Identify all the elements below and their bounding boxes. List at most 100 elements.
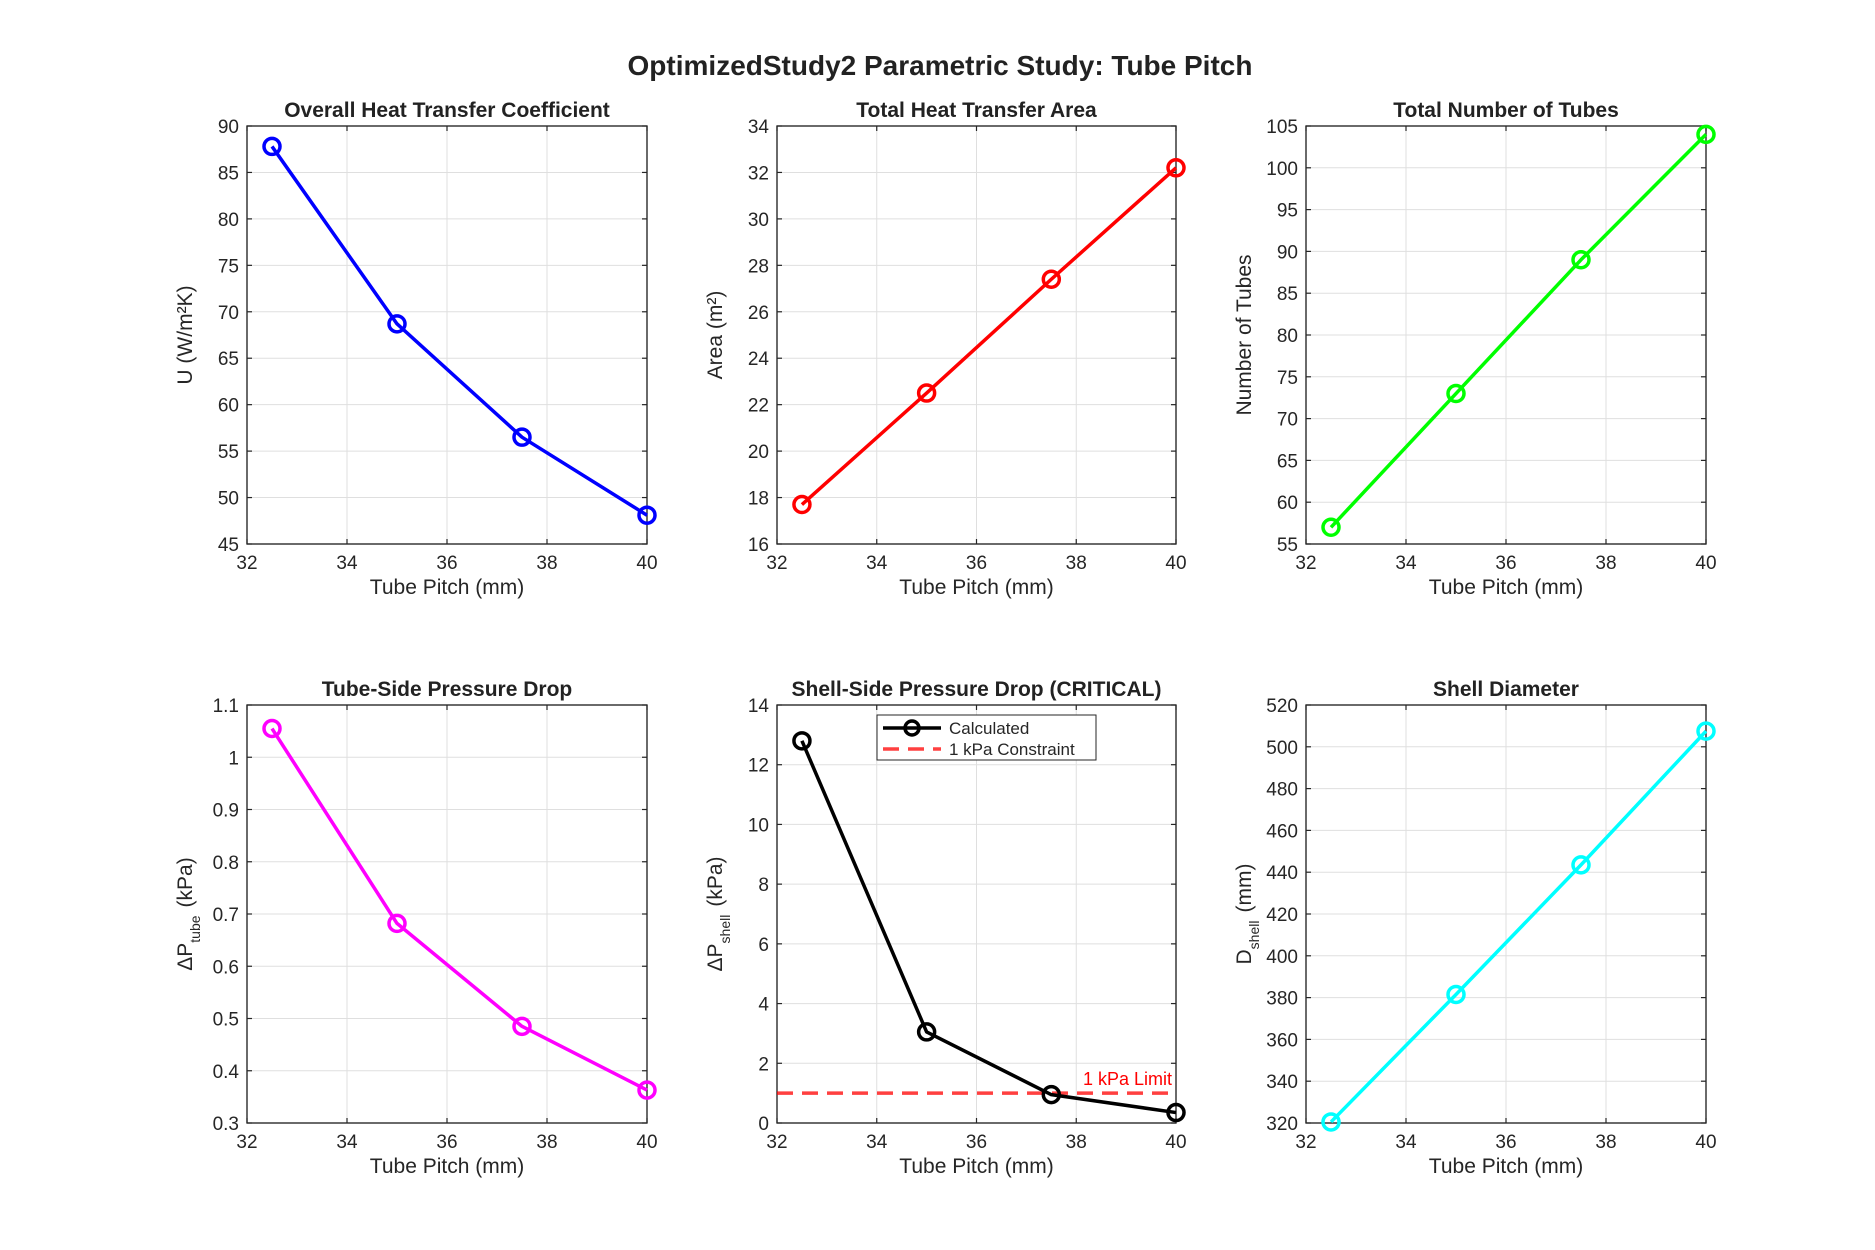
y-axis-label: Number of Tubes: [1233, 254, 1256, 415]
chart-title: Total Number of Tubes: [1393, 99, 1619, 122]
x-tick-label: 36: [1495, 553, 1516, 574]
y-tick-label: 460: [1266, 821, 1298, 842]
series-line: [800, 740, 1177, 1115]
y-axis-label-subscript: tube: [187, 915, 203, 942]
chart-u: 32 34 36 38 40 45 50 55 60 65 70 75 80 85 90 Overall He…: [174, 99, 658, 599]
x-axis-label: Tube Pitch (mm): [1429, 576, 1583, 599]
x-tick-label: 38: [1066, 1132, 1087, 1153]
x-tick-label: 40: [636, 1132, 657, 1153]
y-tick-label: 26: [748, 303, 769, 324]
chart-area: 32 34 36 38 40 16 18 20 22 24 26 28 30 32 34 Total Heat…: [704, 99, 1187, 599]
y-tick-label: 22: [748, 396, 769, 417]
data-point: [1166, 1102, 1186, 1123]
data-point: [792, 731, 812, 751]
y-tick-label: 70: [1277, 410, 1298, 431]
y-tick-label: 60: [1277, 493, 1298, 514]
legend-label-constraint: 1 kPa Constraint: [949, 740, 1075, 759]
chart-title: Total Heat Transfer Area: [856, 99, 1097, 122]
x-tick-label: 32: [1295, 553, 1316, 574]
data-point: [387, 314, 407, 334]
y-tick-label: 28: [748, 256, 769, 277]
y-tick-label: 420: [1266, 905, 1298, 926]
data-point: [1321, 517, 1341, 538]
x-tick-label: 40: [1695, 553, 1716, 574]
y-tick-label: 6: [758, 935, 769, 956]
y-tick-label: 1: [228, 748, 239, 769]
y-axis-label: ΔPtube (kPa): [174, 857, 203, 970]
x-tick-label: 32: [766, 553, 787, 574]
legend-label-calculated: Calculated: [949, 719, 1029, 738]
y-tick-label: 65: [218, 349, 239, 370]
data-point: [916, 383, 937, 403]
data-point: [1446, 383, 1466, 404]
y-tick-label: 500: [1266, 738, 1298, 759]
y-axis-label-unit: (kPa): [704, 856, 727, 906]
x-tick-label: 36: [966, 1132, 987, 1153]
x-tick-label: 34: [336, 553, 358, 574]
x-tick-label: 34: [866, 1132, 888, 1153]
y-tick-label: 85: [218, 163, 239, 184]
data-point: [1446, 984, 1466, 1005]
x-axis-label: Tube Pitch (mm): [899, 576, 1053, 599]
y-tick-label: 12: [748, 756, 769, 777]
x-axis-label: Tube Pitch (mm): [370, 576, 524, 599]
x-tick-label: 36: [966, 553, 987, 574]
data-point: [512, 427, 532, 447]
y-tick-label: 60: [218, 396, 239, 417]
series-line: [1329, 133, 1708, 529]
x-tick-label: 40: [636, 553, 657, 574]
y-tick-label: 34: [748, 117, 770, 138]
y-tick-label: 65: [1277, 451, 1298, 472]
x-tick-label: 36: [436, 1132, 457, 1153]
y-tick-label: 105: [1266, 117, 1298, 138]
y-tick-label: 16: [748, 535, 769, 556]
y-tick-label: 440: [1266, 863, 1298, 884]
y-tick-label: 45: [218, 535, 239, 556]
y-tick-label: 4: [758, 995, 769, 1016]
data-point: [262, 136, 282, 157]
data-point: [387, 913, 407, 934]
x-tick-label: 38: [536, 1132, 557, 1153]
y-tick-label: 24: [748, 349, 770, 370]
y-tick-label: 0.9: [213, 801, 239, 822]
y-tick-label: 14: [748, 696, 770, 717]
y-axis-label-main: D: [1233, 949, 1256, 964]
x-axis-label: Tube Pitch (mm): [370, 1155, 524, 1178]
data-point: [792, 494, 812, 515]
y-tick-label: 100: [1266, 159, 1298, 180]
x-tick-label: 32: [236, 1132, 257, 1153]
legend: Calculated 1 kPa Constraint: [876, 714, 1097, 761]
x-tick-label: 36: [1495, 1132, 1516, 1153]
x-axis-label: Tube Pitch (mm): [1429, 1155, 1583, 1178]
x-tick-label: 38: [536, 553, 557, 574]
y-tick-label: 10: [748, 815, 769, 836]
y-tick-label: 32: [748, 163, 769, 184]
y-tick-label: 80: [218, 210, 239, 231]
y-tick-label: 0.4: [213, 1062, 240, 1083]
data-point: [1571, 855, 1591, 875]
data-point: [1696, 721, 1716, 741]
y-tick-label: 0.6: [213, 957, 239, 978]
y-tick-label: 360: [1266, 1030, 1298, 1051]
y-tick-label: 70: [218, 303, 239, 324]
x-tick-label: 34: [866, 553, 888, 574]
data-point: [637, 1080, 657, 1100]
chart-tubes: 32 34 36 38 40 55 60 65 70 75 80 85 90 95 100 105 Total …: [1233, 99, 1717, 599]
y-tick-label: 90: [218, 117, 239, 138]
chart-title: Shell-Side Pressure Drop (CRITICAL): [792, 678, 1162, 701]
y-tick-label: 400: [1266, 947, 1298, 968]
y-axis-label: Dshell (mm): [1233, 864, 1262, 965]
chart-dshell: 32 34 36 38 40 320 340 360 380 400 420 440 460 480 500…: [1233, 678, 1717, 1178]
y-tick-label: 320: [1266, 1114, 1298, 1135]
y-tick-label: 20: [748, 442, 769, 463]
y-tick-label: 55: [1277, 535, 1298, 556]
y-tick-label: 85: [1277, 284, 1298, 305]
chart-title: Shell Diameter: [1433, 678, 1579, 701]
chart-dpshell: 32 34 36 38 40 0 2 4 6 8 10 12 14 Shell-Side Pressure…: [704, 678, 1187, 1178]
x-tick-label: 40: [1695, 1132, 1716, 1153]
chart-dptube: 32 34 36 38 40 0.3 0.4 0.5 0.6 0.7 0.8 0.9 1 1.1 Tube-…: [174, 678, 658, 1178]
y-tick-label: 75: [1277, 368, 1298, 389]
data-point: [1041, 1084, 1062, 1105]
